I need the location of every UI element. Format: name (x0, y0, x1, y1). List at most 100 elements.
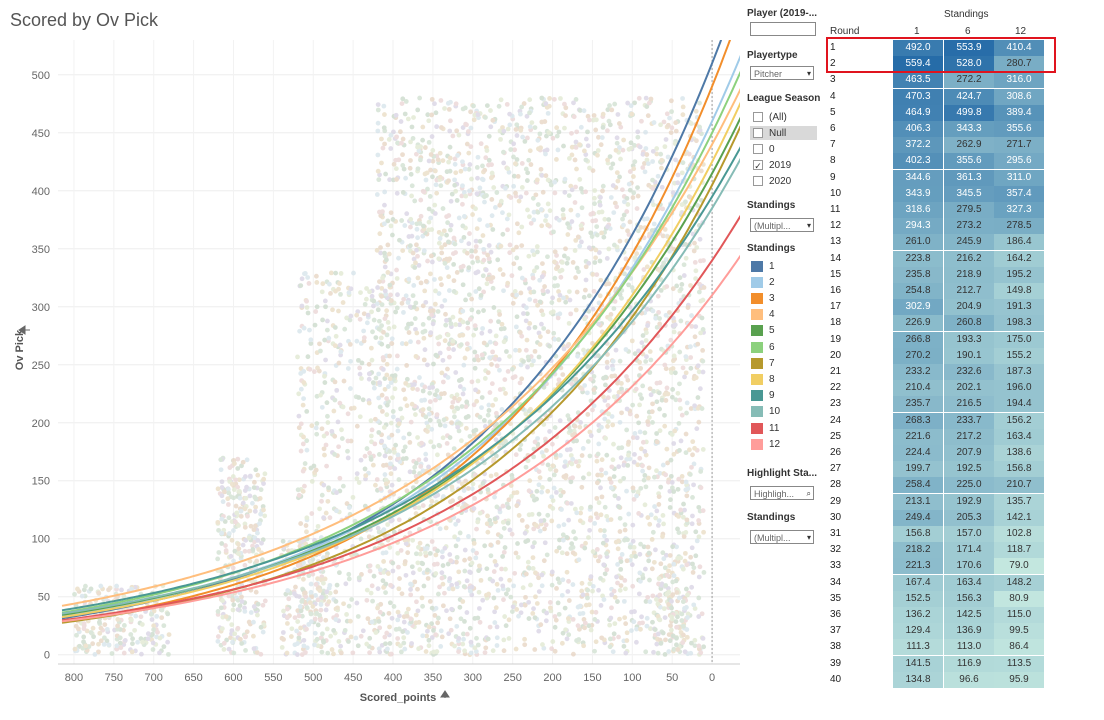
legend-item-2[interactable]: 2 (751, 275, 775, 289)
table-cell[interactable]: 463.5 (893, 72, 943, 89)
table-cell[interactable]: 170.6 (944, 558, 994, 575)
table-cell[interactable]: 207.9 (944, 445, 994, 461)
table-cell[interactable]: 232.6 (944, 364, 994, 380)
table-cell[interactable]: 343.3 (944, 121, 994, 137)
table-cell[interactable]: 266.8 (893, 331, 943, 348)
table-cell[interactable]: 138.6 (994, 445, 1044, 461)
table-cell[interactable]: 492.0 (893, 40, 943, 56)
table-cell[interactable]: 186.4 (994, 234, 1044, 251)
legend-item-7[interactable]: 7 (751, 356, 775, 370)
playertype-dropdown[interactable]: Pitcher ▾ (750, 66, 814, 80)
table-cell[interactable]: 210.4 (893, 380, 943, 397)
table-cell[interactable]: 225.0 (944, 477, 994, 494)
table-cell[interactable]: 167.4 (893, 574, 943, 591)
legend-item-1[interactable]: 1 (751, 259, 775, 273)
table-cell[interactable]: 224.4 (893, 445, 943, 461)
table-cell[interactable]: 499.8 (944, 104, 994, 121)
table-cell[interactable]: 316.0 (994, 72, 1044, 89)
table-cell[interactable]: 135.7 (994, 493, 1044, 510)
table-cell[interactable]: 318.6 (893, 202, 943, 218)
table-cell[interactable]: 327.3 (994, 202, 1044, 218)
table-cell[interactable]: 213.1 (893, 493, 943, 510)
standings-filter-dropdown[interactable]: (Multipl... ▾ (750, 218, 814, 232)
season-option-all[interactable]: (All) (753, 110, 787, 124)
legend-item-12[interactable]: 12 (751, 437, 780, 451)
table-cell[interactable]: 272.2 (944, 72, 994, 89)
legend-item-4[interactable]: 4 (751, 308, 775, 322)
table-cell[interactable]: 164.2 (994, 250, 1044, 267)
checkbox-checked-icon[interactable]: ✓ (753, 160, 763, 171)
season-option-2019[interactable]: ✓ 2019 (753, 158, 791, 172)
table-cell[interactable]: 163.4 (944, 574, 994, 591)
table-cell[interactable]: 464.9 (893, 104, 943, 121)
legend-item-11[interactable]: 11 (751, 421, 779, 435)
table-cell[interactable]: 134.8 (893, 671, 943, 688)
table-cell[interactable]: 192.9 (944, 493, 994, 510)
table-cell[interactable]: 559.4 (893, 56, 943, 73)
legend-item-5[interactable]: 5 (751, 324, 775, 338)
standings2-filter-dropdown[interactable]: (Multipl... ▾ (750, 530, 814, 544)
table-cell[interactable]: 308.6 (994, 88, 1044, 105)
table-cell[interactable]: 344.6 (893, 169, 943, 186)
table-cell[interactable]: 361.3 (944, 169, 994, 186)
table-cell[interactable]: 191.3 (994, 299, 1044, 316)
table-cell[interactable]: 311.0 (994, 169, 1044, 186)
table-cell[interactable]: 129.4 (893, 623, 943, 640)
table-cell[interactable]: 221.3 (893, 558, 943, 575)
table-cell[interactable]: 95.9 (994, 671, 1044, 688)
table-cell[interactable]: 118.7 (994, 542, 1044, 559)
table-cell[interactable]: 190.1 (944, 347, 994, 364)
legend-item-3[interactable]: 3 (751, 291, 775, 305)
table-cell[interactable]: 389.4 (994, 104, 1044, 121)
table-cell[interactable]: 221.6 (893, 428, 943, 445)
table-cell[interactable]: 113.5 (994, 655, 1044, 672)
table-cell[interactable]: 268.3 (893, 412, 943, 429)
table-cell[interactable]: 142.5 (944, 607, 994, 623)
table-cell[interactable]: 196.0 (994, 380, 1044, 397)
table-cell[interactable]: 157.0 (944, 526, 994, 542)
table-cell[interactable]: 194.4 (994, 396, 1044, 413)
table-cell[interactable]: 295.6 (994, 153, 1044, 170)
table-cell[interactable]: 245.9 (944, 234, 994, 251)
season-option-2020[interactable]: 2020 (753, 174, 791, 188)
table-cell[interactable]: 216.5 (944, 396, 994, 413)
table-cell[interactable]: 116.9 (944, 655, 994, 672)
table-cell[interactable]: 113.0 (944, 639, 994, 656)
season-option-null[interactable]: Null (750, 126, 817, 140)
table-cell[interactable]: 187.3 (994, 364, 1044, 380)
table-cell[interactable]: 270.2 (893, 347, 943, 364)
table-cell[interactable]: 156.2 (994, 412, 1044, 429)
table-cell[interactable]: 205.3 (944, 509, 994, 526)
table-cell[interactable]: 175.0 (994, 331, 1044, 348)
table-cell[interactable]: 148.2 (994, 574, 1044, 591)
table-cell[interactable]: 302.9 (893, 299, 943, 316)
table-cell[interactable]: 343.9 (893, 185, 943, 202)
table-cell[interactable]: 199.7 (893, 461, 943, 478)
table-cell[interactable]: 402.3 (893, 153, 943, 170)
table-cell[interactable]: 202.1 (944, 380, 994, 397)
table-cell[interactable]: 96.6 (944, 671, 994, 688)
table-cell[interactable]: 262.9 (944, 137, 994, 154)
table-cell[interactable]: 149.8 (994, 283, 1044, 299)
checkbox-icon[interactable] (753, 144, 763, 154)
table-cell[interactable]: 233.2 (893, 364, 943, 380)
legend-item-6[interactable]: 6 (751, 340, 775, 354)
table-cell[interactable]: 136.9 (944, 623, 994, 640)
legend-item-10[interactable]: 10 (751, 405, 780, 419)
table-cell[interactable]: 115.0 (994, 607, 1044, 623)
table-cell[interactable]: 218.9 (944, 266, 994, 283)
table-cell[interactable]: 152.5 (893, 590, 943, 607)
legend-item-9[interactable]: 9 (751, 389, 775, 403)
table-cell[interactable]: 142.1 (994, 509, 1044, 526)
table-cell[interactable]: 204.9 (944, 299, 994, 316)
legend-item-8[interactable]: 8 (751, 372, 775, 386)
table-cell[interactable]: 218.2 (893, 542, 943, 559)
checkbox-icon[interactable] (753, 112, 763, 122)
table-cell[interactable]: 212.7 (944, 283, 994, 299)
table-cell[interactable]: 528.0 (944, 56, 994, 73)
table-cell[interactable]: 258.4 (893, 477, 943, 494)
table-cell[interactable]: 233.7 (944, 412, 994, 429)
table-cell[interactable]: 357.4 (994, 185, 1044, 202)
table-cell[interactable]: 424.7 (944, 88, 994, 105)
